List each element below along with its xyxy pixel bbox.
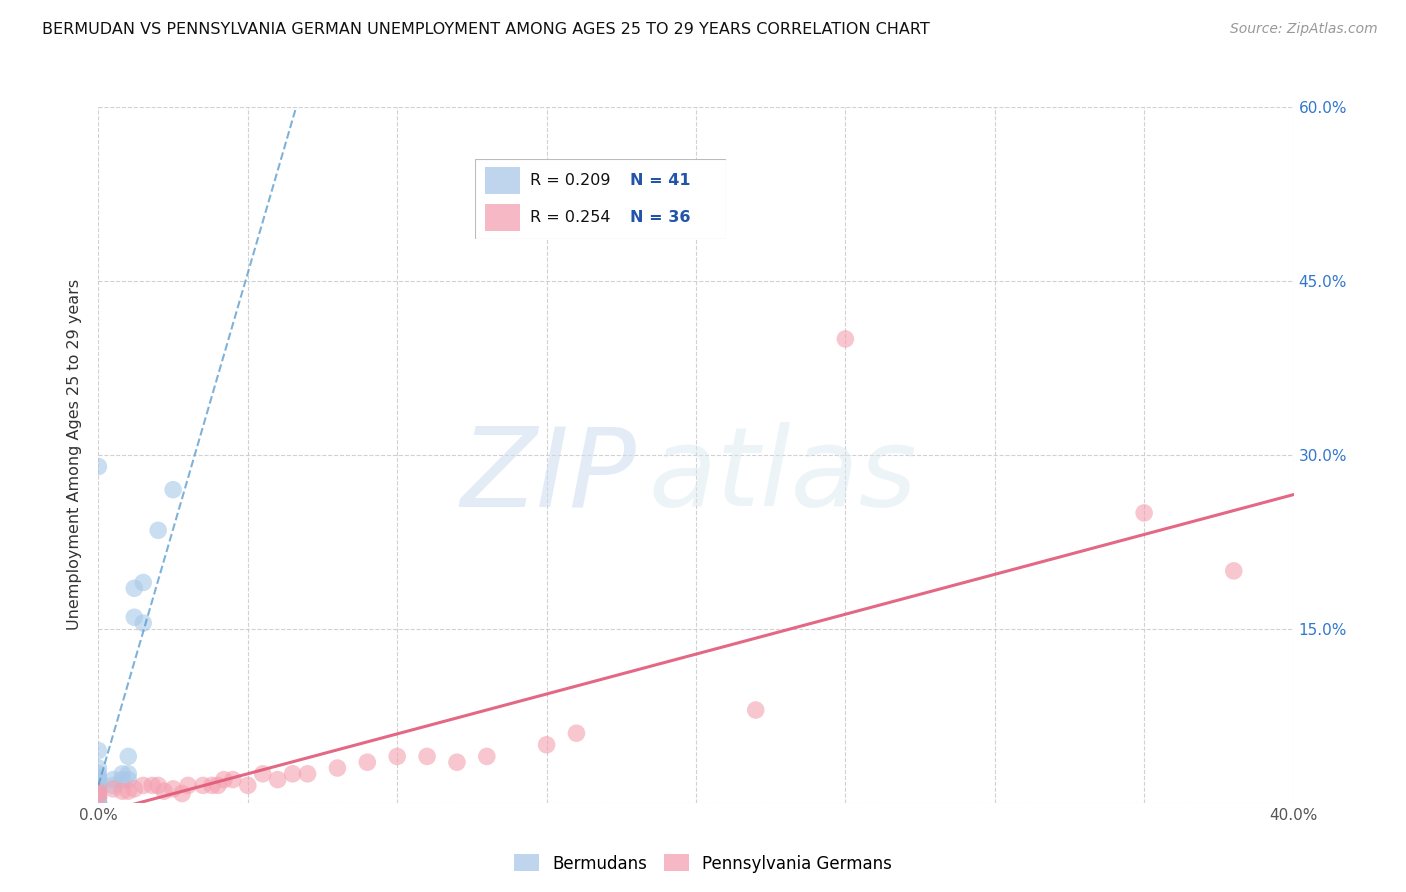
Point xyxy=(87,772,110,787)
Point xyxy=(103,772,125,787)
Point xyxy=(87,781,110,796)
Point xyxy=(252,766,274,781)
Point xyxy=(117,772,139,787)
FancyBboxPatch shape xyxy=(475,159,725,239)
Point xyxy=(201,778,224,792)
Text: N = 36: N = 36 xyxy=(630,211,690,225)
Point xyxy=(117,766,139,781)
Point xyxy=(132,615,155,630)
Point xyxy=(87,784,110,798)
Point xyxy=(87,778,110,792)
Y-axis label: Unemployment Among Ages 25 to 29 years: Unemployment Among Ages 25 to 29 years xyxy=(67,279,83,631)
Point xyxy=(117,749,139,764)
Point xyxy=(191,778,214,792)
Text: BERMUDAN VS PENNSYLVANIA GERMAN UNEMPLOYMENT AMONG AGES 25 TO 29 YEARS CORRELATI: BERMUDAN VS PENNSYLVANIA GERMAN UNEMPLOY… xyxy=(42,22,929,37)
Text: N = 41: N = 41 xyxy=(630,173,690,188)
Point xyxy=(356,755,378,769)
Point xyxy=(87,770,110,784)
Text: R = 0.254: R = 0.254 xyxy=(530,211,610,225)
Point xyxy=(124,582,146,596)
Point xyxy=(148,523,170,537)
Point xyxy=(87,787,110,801)
Point xyxy=(87,796,110,810)
Point xyxy=(87,784,110,798)
Point xyxy=(87,784,110,798)
Point xyxy=(87,796,110,810)
Point xyxy=(87,790,110,805)
Point xyxy=(87,790,110,805)
Text: R = 0.209: R = 0.209 xyxy=(530,173,610,188)
Point xyxy=(87,772,110,787)
Text: Source: ZipAtlas.com: Source: ZipAtlas.com xyxy=(1230,22,1378,37)
Point xyxy=(446,755,468,769)
Point xyxy=(87,744,110,758)
Point xyxy=(87,761,110,775)
Point xyxy=(87,459,110,474)
Point xyxy=(297,766,319,781)
Point xyxy=(236,778,259,792)
Point xyxy=(267,772,290,787)
Point xyxy=(117,784,139,798)
Point xyxy=(124,781,146,796)
Point xyxy=(87,775,110,789)
Point xyxy=(385,749,409,764)
Point xyxy=(87,787,110,801)
Point xyxy=(87,778,110,792)
Point xyxy=(87,788,110,802)
FancyBboxPatch shape xyxy=(485,167,520,194)
Point xyxy=(177,778,200,792)
Point xyxy=(212,772,235,787)
Point xyxy=(111,772,134,787)
Point xyxy=(745,703,768,717)
Point xyxy=(87,766,110,781)
Point xyxy=(111,766,134,781)
Point xyxy=(87,787,110,801)
Point xyxy=(87,784,110,798)
FancyBboxPatch shape xyxy=(485,204,520,231)
Point xyxy=(475,749,498,764)
Point xyxy=(87,796,110,810)
Point xyxy=(172,787,194,801)
Point xyxy=(87,790,110,805)
Point xyxy=(162,483,184,497)
Legend: Bermudans, Pennsylvania Germans: Bermudans, Pennsylvania Germans xyxy=(508,847,898,880)
Point xyxy=(141,778,163,792)
Point xyxy=(207,778,229,792)
Point xyxy=(416,749,439,764)
Point xyxy=(87,796,110,810)
Point xyxy=(111,784,134,798)
Point xyxy=(326,761,349,775)
Point xyxy=(148,778,170,792)
Point xyxy=(222,772,245,787)
Text: atlas: atlas xyxy=(648,422,917,529)
Point xyxy=(834,332,856,346)
Point xyxy=(162,781,184,796)
Point xyxy=(536,738,558,752)
Point xyxy=(565,726,588,740)
Point xyxy=(87,790,110,805)
Point xyxy=(132,778,155,792)
Point xyxy=(87,781,110,796)
Text: ZIP: ZIP xyxy=(460,422,637,529)
Point xyxy=(103,778,125,792)
Point xyxy=(124,610,146,624)
Point xyxy=(87,777,110,791)
Point xyxy=(153,784,176,798)
Point xyxy=(281,766,304,781)
Point xyxy=(87,784,110,798)
Point xyxy=(1223,564,1246,578)
Point xyxy=(103,781,125,796)
Point xyxy=(132,575,155,590)
Point xyxy=(1133,506,1156,520)
Point xyxy=(87,780,110,795)
